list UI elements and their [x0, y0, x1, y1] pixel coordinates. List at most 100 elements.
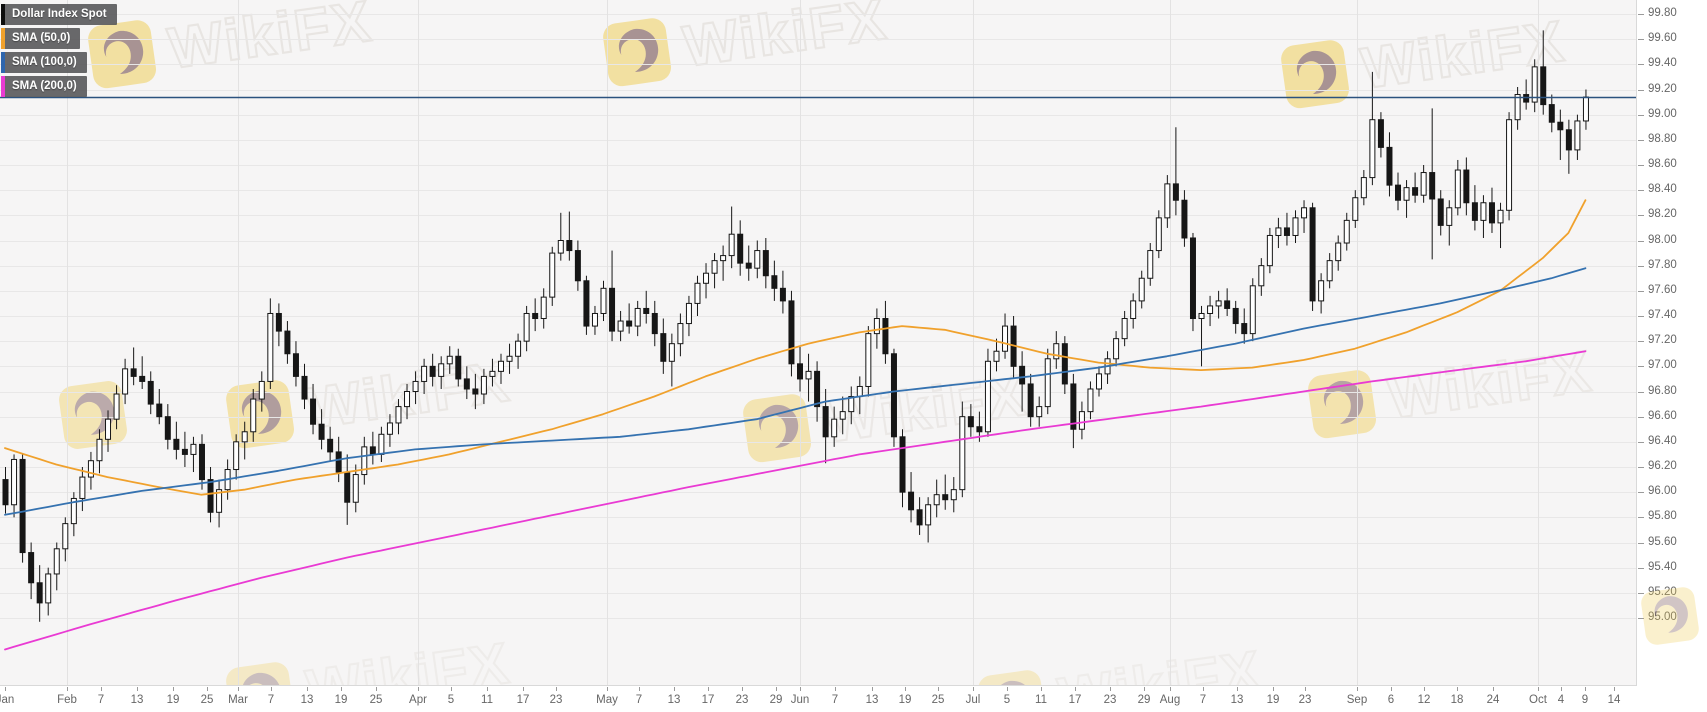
candle[interactable] [899, 429, 906, 508]
candle[interactable] [984, 348, 991, 437]
candle[interactable] [11, 454, 18, 518]
candle[interactable] [1019, 351, 1026, 412]
candle[interactable] [762, 237, 769, 289]
candle[interactable] [925, 497, 932, 543]
candle[interactable] [873, 308, 880, 349]
candle[interactable] [1412, 172, 1419, 203]
candle[interactable] [566, 211, 573, 261]
candle[interactable] [1061, 336, 1068, 395]
candle[interactable] [207, 467, 214, 523]
candle[interactable] [1138, 270, 1145, 309]
candle[interactable] [600, 280, 607, 322]
candle[interactable] [1531, 59, 1538, 113]
candle[interactable] [198, 434, 205, 490]
candle[interactable] [1429, 108, 1436, 260]
candle[interactable] [369, 431, 376, 465]
candle[interactable] [506, 343, 513, 374]
candle[interactable] [779, 270, 786, 314]
candle[interactable] [489, 358, 496, 387]
candle[interactable] [728, 206, 735, 269]
candle[interactable] [455, 348, 462, 387]
candle[interactable] [361, 436, 368, 485]
candle[interactable] [1446, 200, 1453, 246]
candle[interactable] [1437, 190, 1444, 236]
candle[interactable] [771, 260, 778, 301]
time-axis[interactable]: Jan Feb 7 13 19 25 Mar 7 13 19 25 Apr 5 11 17 23 May 7 13 1… [0, 687, 1707, 712]
candle[interactable] [1147, 243, 1154, 286]
candle[interactable] [643, 290, 650, 324]
candle[interactable] [1514, 86, 1521, 130]
candle[interactable] [1172, 127, 1179, 216]
candle[interactable] [532, 298, 539, 332]
candle[interactable] [993, 338, 1000, 372]
candle[interactable] [352, 464, 359, 513]
legend-item-sma-50[interactable]: SMA (50,0) [1, 28, 81, 49]
candle[interactable] [882, 300, 889, 364]
candle[interactable] [1070, 373, 1077, 449]
candle[interactable] [258, 371, 265, 412]
candle[interactable] [318, 409, 325, 450]
candle[interactable] [275, 303, 282, 347]
candle[interactable] [310, 383, 317, 435]
candle[interactable] [327, 426, 334, 462]
candle[interactable] [122, 358, 129, 405]
candle[interactable] [386, 414, 393, 447]
candle[interactable] [96, 429, 103, 474]
candle[interactable] [1318, 273, 1325, 314]
candle[interactable] [113, 385, 120, 430]
candle[interactable] [147, 371, 154, 415]
candle[interactable] [1403, 180, 1410, 218]
candle[interactable] [164, 404, 171, 450]
candle[interactable] [284, 321, 291, 364]
candle[interactable] [720, 245, 727, 281]
candle[interactable] [1155, 210, 1162, 259]
candle[interactable] [1352, 190, 1359, 228]
candle[interactable] [421, 358, 428, 395]
legend-item-sma-100[interactable]: SMA (100,0) [1, 52, 87, 73]
candle[interactable] [139, 356, 146, 389]
candle[interactable] [1283, 212, 1290, 246]
candle[interactable] [1506, 112, 1513, 221]
candle[interactable] [703, 263, 710, 299]
candle[interactable] [250, 388, 257, 442]
candle[interactable] [942, 474, 949, 510]
candle[interactable] [908, 472, 915, 523]
candle[interactable] [933, 479, 940, 518]
candle[interactable] [1027, 373, 1034, 427]
candle[interactable] [1044, 348, 1051, 415]
candle[interactable] [1078, 401, 1085, 440]
candle[interactable] [848, 386, 855, 425]
candle[interactable] [583, 275, 590, 335]
candle[interactable] [1249, 278, 1256, 342]
price-axis[interactable]: 99.14 99.8099.6099.4099.2099.0098.8098.6… [1638, 0, 1707, 686]
candle[interactable] [173, 421, 180, 460]
candle[interactable] [1369, 71, 1376, 186]
candle[interactable] [412, 371, 419, 405]
candle[interactable] [959, 401, 966, 498]
candle[interactable] [463, 366, 470, 400]
candle[interactable] [1258, 258, 1265, 296]
candle[interactable] [1104, 351, 1111, 384]
candle[interactable] [181, 431, 188, 468]
candle[interactable] [1189, 232, 1196, 332]
candle[interactable] [831, 406, 838, 447]
candle[interactable] [241, 421, 248, 460]
candle[interactable] [472, 373, 479, 410]
candle[interactable] [1002, 313, 1009, 359]
candle[interactable] [617, 310, 624, 342]
candle[interactable] [1420, 165, 1427, 203]
candle[interactable] [1215, 290, 1222, 319]
candle[interactable] [1121, 310, 1128, 347]
candle[interactable] [1471, 185, 1478, 231]
candle[interactable] [1335, 235, 1342, 271]
candle[interactable] [668, 333, 675, 387]
candle[interactable] [515, 333, 522, 369]
candle[interactable] [1565, 119, 1572, 174]
candle[interactable] [1386, 132, 1393, 197]
candle[interactable] [1036, 396, 1043, 427]
candle[interactable] [685, 295, 692, 337]
candle[interactable] [1582, 89, 1589, 130]
candle[interactable] [745, 245, 752, 281]
candle[interactable] [737, 220, 744, 276]
candle[interactable] [53, 542, 60, 591]
